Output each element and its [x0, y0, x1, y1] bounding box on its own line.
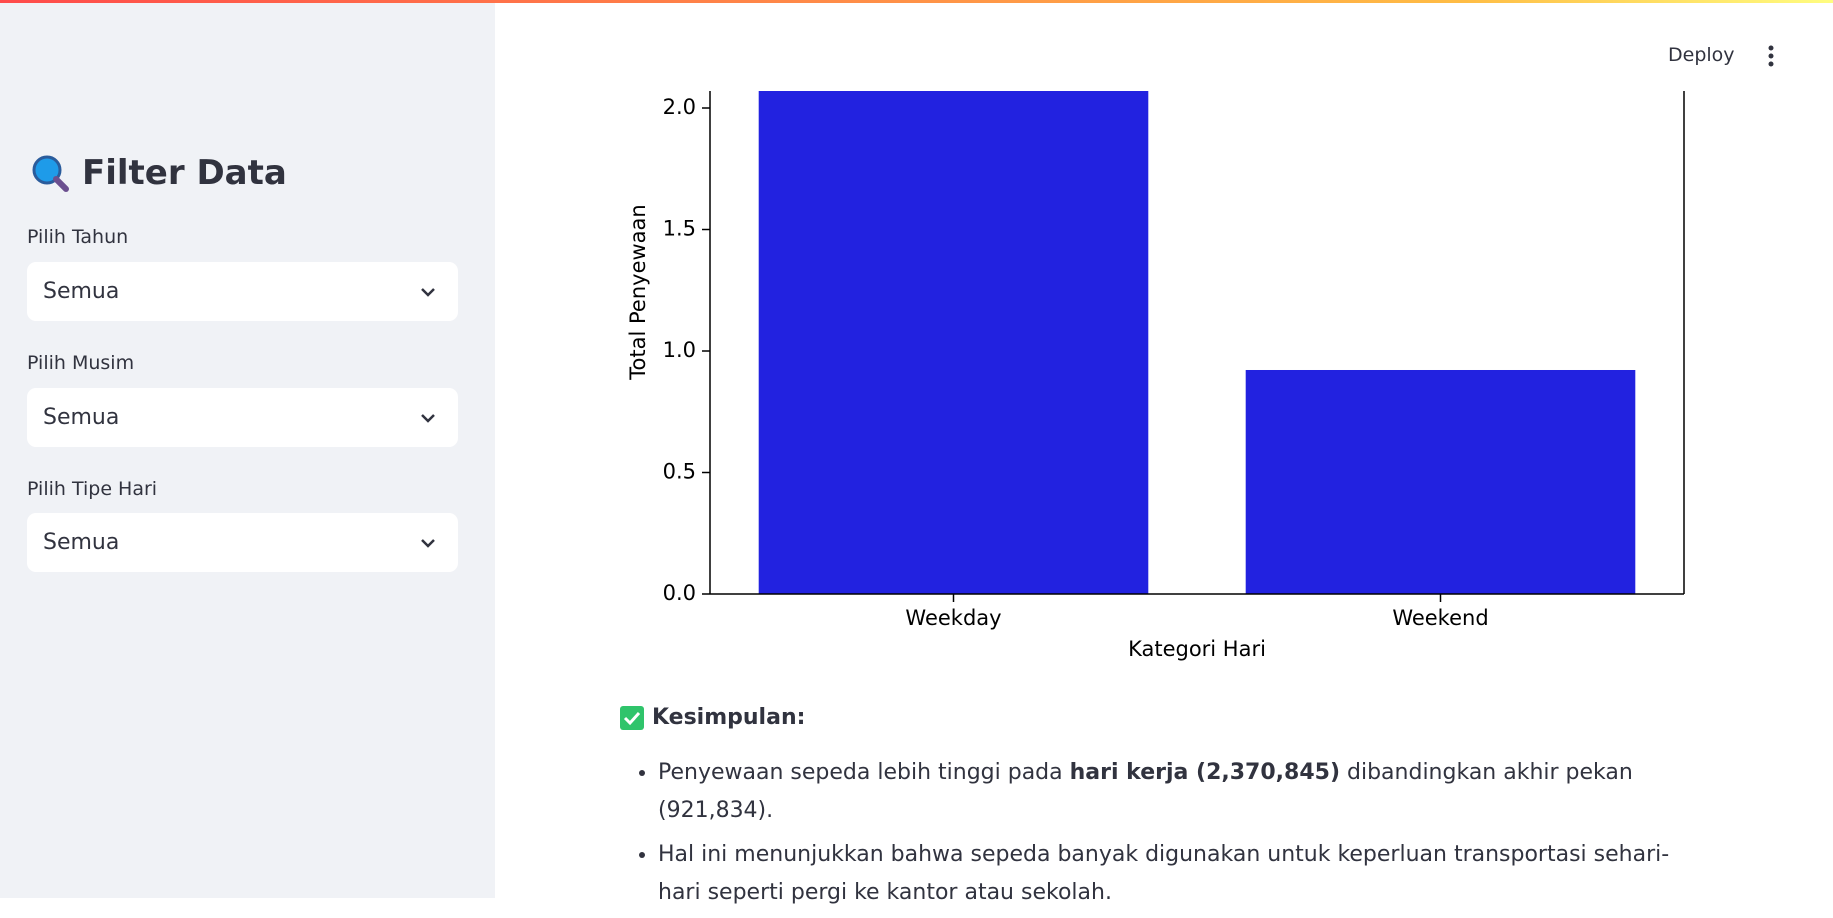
bold-text: hari kerja (2,370,845) [1069, 760, 1341, 785]
bar [1245, 369, 1636, 594]
conclusion-list: Penyewaan sepeda lebih tinggi pada hari … [620, 754, 1700, 912]
text: Penyewaan sepeda lebih tinggi pada [658, 760, 1070, 785]
x-axis-title: Kategori Hari [1128, 637, 1266, 661]
chevron [421, 538, 435, 548]
filter-label: Pilih Tipe Hari [27, 478, 158, 500]
chevron [421, 287, 435, 297]
y-tick-label: 1.5 [663, 217, 696, 241]
top-decoration [0, 0, 1833, 3]
bullet: Hal ini menunjukkan bahwa sepeda banyak … [658, 836, 1700, 912]
deploy-button[interactable]: Deploy [1668, 44, 1735, 66]
y-axis-title: Total Penyewaan [626, 204, 650, 380]
conclusion: Kesimpulan: Penyewaan sepeda lebih tingg… [620, 705, 1700, 918]
filter-label: Pilih Tahun [27, 226, 129, 248]
filter-label: Pilih Musim [27, 352, 135, 374]
select-value: Semua [43, 279, 120, 304]
title-text: Filter Data [82, 153, 287, 193]
main-menu[interactable] [1766, 44, 1776, 68]
bullet: Penyewaan sepeda lebih tinggi pada hari … [658, 754, 1700, 830]
select[interactable]: Semua [27, 388, 458, 447]
check-icon [620, 705, 644, 730]
search-icon [32, 155, 69, 192]
select-value: Semua [43, 405, 120, 430]
y-tick-label: 1.0 [663, 338, 696, 362]
y-tick-label: 0.5 [663, 460, 696, 484]
y-tick-label: 2.0 [663, 95, 696, 119]
text: dibandingkan akhir pekan (921,834). [658, 760, 1633, 823]
heading-text: Kesimpulan: [652, 705, 806, 730]
sidebar: Filter Data Pilih Tahun Semua Pilih Musi… [0, 3, 495, 898]
y-tick-label: 0.0 [663, 581, 696, 605]
select[interactable]: Semua [27, 513, 458, 572]
select-value: Semua [43, 530, 120, 555]
chart: Total Penyewaan Kategori Hari 0.0 0.5 1.0 1… [626, 91, 1685, 661]
page: Filter Data Pilih Tahun Semua Pilih Musi… [0, 0, 1833, 898]
x-tick-label: Weekday [905, 606, 1001, 630]
sidebar-title: Filter Data [30, 153, 287, 193]
conclusion-heading: Kesimpulan: [620, 705, 1700, 730]
select[interactable]: Semua [27, 262, 458, 321]
chevron [421, 413, 435, 423]
bar [758, 91, 1149, 594]
x-tick-label: Weekend [1392, 606, 1488, 630]
